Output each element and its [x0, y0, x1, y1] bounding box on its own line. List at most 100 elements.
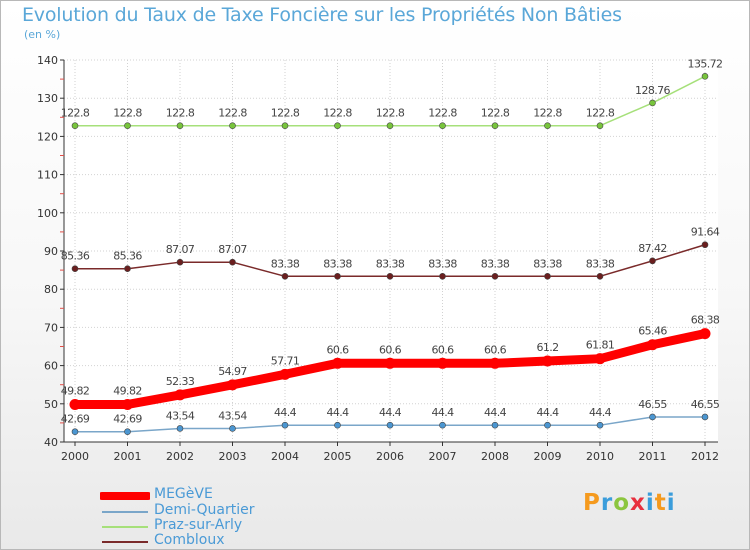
data-label: 44.4 [274, 406, 297, 419]
data-point [279, 368, 291, 380]
data-label: 46.55 [691, 398, 720, 411]
data-label: 60.6 [379, 343, 402, 356]
data-label: 87.07 [218, 243, 247, 256]
data-point [649, 257, 656, 265]
data-point [439, 421, 446, 429]
x-tick-label: 2002 [166, 450, 194, 463]
data-point [596, 122, 604, 130]
chart-title: Evolution du Taux de Taxe Foncière sur l… [22, 4, 622, 26]
data-point [281, 272, 289, 280]
data-label: 122.8 [428, 107, 457, 120]
data-point [334, 272, 341, 280]
legend-swatch-praz-sur-arly [102, 526, 148, 528]
x-tick-label: 2011 [639, 450, 667, 463]
data-label: 60.6 [326, 343, 349, 356]
data-point [69, 398, 81, 410]
x-tick-label: 2012 [691, 450, 719, 463]
data-point [334, 122, 341, 130]
data-label: 122.8 [61, 107, 90, 120]
data-point [596, 272, 604, 280]
data-point [384, 357, 396, 369]
data-point [439, 122, 446, 130]
data-point [649, 413, 656, 421]
data-point [544, 122, 551, 130]
data-label: 83.38 [428, 257, 457, 270]
data-point [124, 428, 131, 436]
data-point [439, 272, 446, 280]
legend-label: Demi-Quartier [154, 502, 255, 518]
data-label: 46.55 [638, 398, 667, 411]
y-tick-label: 40 [44, 436, 58, 449]
data-point [649, 99, 656, 107]
data-label: 83.38 [586, 257, 615, 270]
legend-label: Praz-sur-Arly [154, 517, 243, 533]
y-tick-label: 140 [37, 54, 58, 67]
data-label: 44.4 [326, 406, 349, 419]
data-point [544, 272, 551, 280]
x-tick-label: 2008 [481, 450, 509, 463]
data-label: 44.4 [589, 406, 612, 419]
data-point [124, 265, 131, 273]
data-point [281, 421, 289, 429]
data-label: 87.07 [166, 243, 195, 256]
data-label: 44.4 [536, 406, 559, 419]
data-point [71, 122, 79, 130]
y-tick-label: 120 [37, 130, 58, 143]
x-tick-label: 2010 [586, 450, 614, 463]
data-label: 122.8 [481, 107, 510, 120]
y-tick-label: 50 [44, 398, 58, 411]
x-tick-label: 2006 [376, 450, 404, 463]
y-tick-label: 110 [37, 169, 58, 182]
data-point [596, 421, 604, 429]
data-point [701, 241, 709, 249]
data-point [122, 398, 133, 410]
y-tick-label: 80 [44, 283, 58, 296]
data-label: 83.38 [376, 257, 405, 270]
data-point [71, 428, 79, 436]
data-label: 122.8 [218, 107, 247, 120]
y-tick-label: 90 [44, 245, 58, 258]
data-label: 65.46 [638, 325, 667, 338]
data-label: 52.33 [166, 375, 195, 388]
x-tick-label: 2001 [114, 450, 142, 463]
data-point [701, 73, 709, 80]
data-point [124, 122, 131, 130]
data-label: 60.6 [431, 343, 454, 356]
y-tick-label: 100 [37, 207, 58, 220]
data-label: 61.81 [586, 339, 615, 352]
data-point [386, 272, 394, 280]
x-tick-label: 2005 [324, 450, 352, 463]
data-point [491, 272, 499, 280]
data-label: 122.8 [113, 107, 142, 120]
data-label: 44.4 [484, 406, 507, 419]
data-point [229, 425, 236, 432]
data-point [544, 421, 551, 429]
series-praz-sur-arly: 122.8 122.8 122.8 122.8 122.8 122.8 122.8 122.8… [61, 57, 723, 130]
data-point [227, 379, 238, 391]
data-label: 49.82 [113, 384, 142, 397]
data-point [174, 389, 186, 401]
data-label: 44.4 [379, 406, 402, 419]
data-label: 83.38 [481, 257, 510, 270]
data-point [229, 258, 236, 266]
data-label: 43.54 [218, 409, 247, 422]
data-label: 83.38 [533, 257, 562, 270]
data-point [176, 122, 184, 130]
data-label: 49.82 [61, 384, 90, 397]
data-label: 54.97 [218, 365, 247, 378]
data-point [229, 122, 236, 130]
data-label: 42.69 [61, 413, 90, 426]
data-label: 122.8 [166, 107, 195, 120]
data-point [176, 258, 184, 266]
data-label: 60.6 [484, 343, 507, 356]
data-label: 61.2 [536, 341, 558, 354]
data-point [281, 122, 289, 130]
y-tick-label: 70 [44, 321, 58, 334]
data-label: 44.4 [431, 406, 454, 419]
data-label: 122.8 [376, 107, 405, 120]
data-point [647, 339, 658, 351]
legend-swatch-demi-quartier [102, 511, 148, 513]
x-tick-label: 2003 [219, 450, 247, 463]
data-label: 68.38 [691, 314, 720, 327]
